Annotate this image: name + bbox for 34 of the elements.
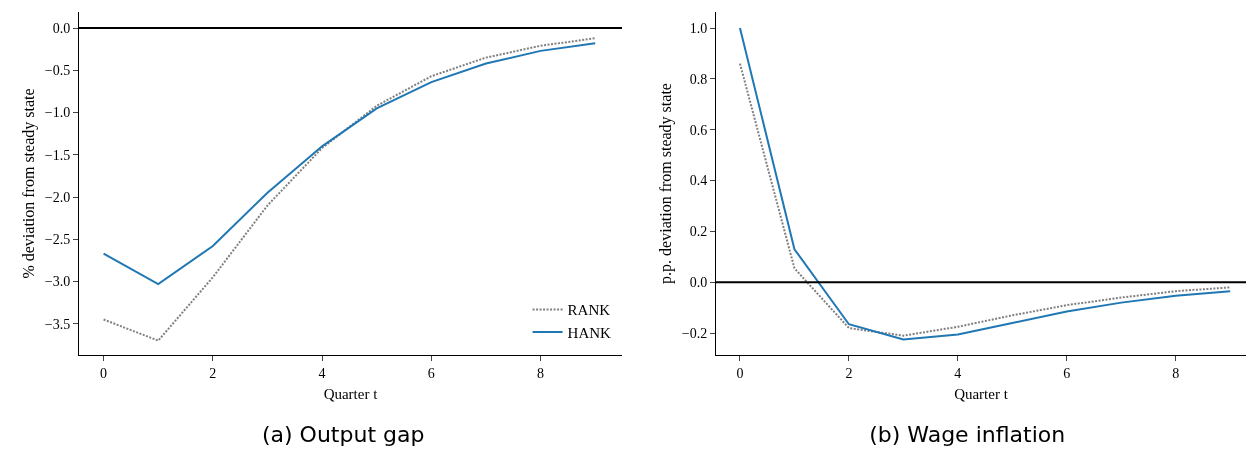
x-axis-title: Quarter t [954,385,1009,402]
legend-label: RANK [567,302,611,319]
legend-label: HANK [567,324,612,341]
x-axis-title: Quarter t [323,385,379,402]
y-tick-label: −1.5 [44,147,71,163]
y-tick-label: −3.0 [44,274,71,290]
x-tick-label: 8 [537,365,545,381]
y-tick-label: 1.0 [689,20,708,36]
line-series [102,42,597,286]
x-tick-label: 0 [100,365,108,381]
x-tick-label: 6 [1063,365,1071,381]
y-tick-label: 0.4 [689,173,708,189]
y-tick-label: −0.2 [681,326,708,342]
x-tick-label: 6 [427,365,435,381]
x-tick-label: 4 [954,365,962,381]
y-tick-label: −1.0 [44,105,71,121]
text: (b) Wage inflation [869,421,1066,447]
y-axis-title: % deviation from steady state [19,88,38,279]
x-tick-label: 8 [1172,365,1180,381]
y-tick-label: −2.0 [44,189,71,205]
y-tick-label: 0.8 [689,71,708,87]
y-tick-label: 0.0 [52,20,71,36]
x-tick-label: 0 [736,365,744,381]
y-tick-label: −3.5 [44,316,71,332]
y-tick-label: −2.5 [44,232,71,248]
y-tick-label: 0.6 [689,122,708,138]
x-tick-label: 2 [209,365,217,381]
y-tick-label: −0.5 [44,63,71,79]
x-tick-label: 2 [845,365,853,381]
y-axis-title: p.p. deviation from steady state [656,83,675,284]
y-tick-label: 0.2 [689,224,708,240]
x-tick-label: 4 [318,365,326,381]
text: (a) Output gap [261,421,425,447]
y-tick-label: 0.0 [689,275,708,291]
